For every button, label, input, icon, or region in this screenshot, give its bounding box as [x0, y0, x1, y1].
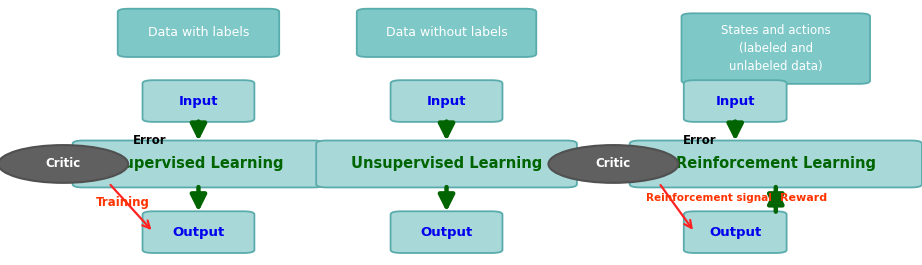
- FancyBboxPatch shape: [143, 80, 254, 122]
- Text: Critic: Critic: [45, 157, 81, 170]
- Text: Output: Output: [709, 226, 762, 239]
- Circle shape: [0, 145, 128, 183]
- Text: Error: Error: [133, 134, 166, 147]
- Text: Output: Output: [420, 226, 473, 239]
- Text: Data with labels: Data with labels: [148, 26, 249, 39]
- Text: Reinforcement signal: Reinforcement signal: [646, 193, 772, 203]
- Text: Input: Input: [427, 95, 467, 108]
- FancyBboxPatch shape: [316, 140, 577, 187]
- FancyBboxPatch shape: [73, 140, 325, 187]
- Text: Input: Input: [179, 95, 219, 108]
- Text: Error: Error: [683, 134, 716, 147]
- Text: States and actions
(labeled and
unlabeled data): States and actions (labeled and unlabele…: [721, 24, 831, 73]
- Text: Reward: Reward: [780, 193, 827, 203]
- FancyBboxPatch shape: [391, 211, 502, 253]
- Text: Data without labels: Data without labels: [385, 26, 507, 39]
- Text: Unsupervised Learning: Unsupervised Learning: [351, 156, 542, 171]
- Text: Input: Input: [715, 95, 755, 108]
- FancyBboxPatch shape: [630, 140, 922, 187]
- Text: Output: Output: [172, 226, 225, 239]
- FancyBboxPatch shape: [357, 9, 537, 57]
- FancyBboxPatch shape: [684, 80, 786, 122]
- FancyBboxPatch shape: [681, 13, 870, 84]
- Circle shape: [549, 145, 679, 183]
- FancyBboxPatch shape: [143, 211, 254, 253]
- FancyBboxPatch shape: [118, 9, 279, 57]
- Text: Training: Training: [96, 196, 149, 209]
- Text: Reinforcement Learning: Reinforcement Learning: [676, 156, 876, 171]
- Text: Supervised Learning: Supervised Learning: [113, 156, 284, 171]
- FancyBboxPatch shape: [684, 211, 786, 253]
- FancyBboxPatch shape: [391, 80, 502, 122]
- Text: Critic: Critic: [596, 157, 631, 170]
